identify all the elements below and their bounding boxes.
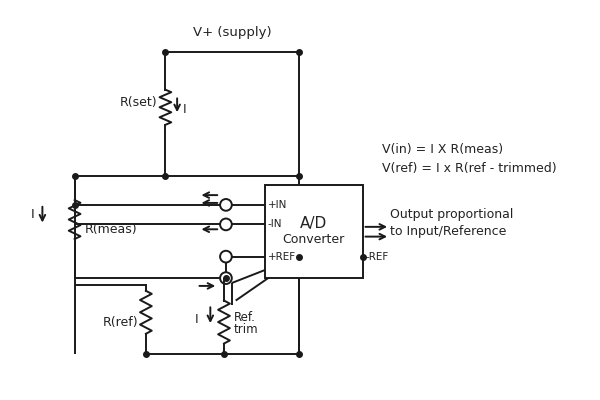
Bar [265,185,362,278]
Text: I: I [183,103,187,116]
Text: Converter: Converter [283,233,345,246]
Text: R(meas): R(meas) [85,223,137,236]
Text: I: I [195,313,199,326]
Text: -REF: -REF [365,252,389,262]
Text: I: I [31,208,35,221]
Text: Ref.: Ref. [234,311,256,324]
Text: trim: trim [234,323,259,336]
Text: +IN: +IN [268,200,287,210]
Text: V+ (supply): V+ (supply) [193,26,272,38]
Text: to Input/Reference: to Input/Reference [390,225,506,238]
Text: R(set): R(set) [120,96,158,109]
Text: Output proportional: Output proportional [390,208,514,221]
Text: +REF: +REF [268,252,296,262]
Text: R(ref): R(ref) [103,316,138,328]
Text: -IN: -IN [268,220,283,230]
Text: A/D: A/D [300,216,328,232]
Text: V(ref) = I x R(ref - trimmed): V(ref) = I x R(ref - trimmed) [382,162,557,175]
Text: V(in) = I X R(meas): V(in) = I X R(meas) [382,143,503,156]
